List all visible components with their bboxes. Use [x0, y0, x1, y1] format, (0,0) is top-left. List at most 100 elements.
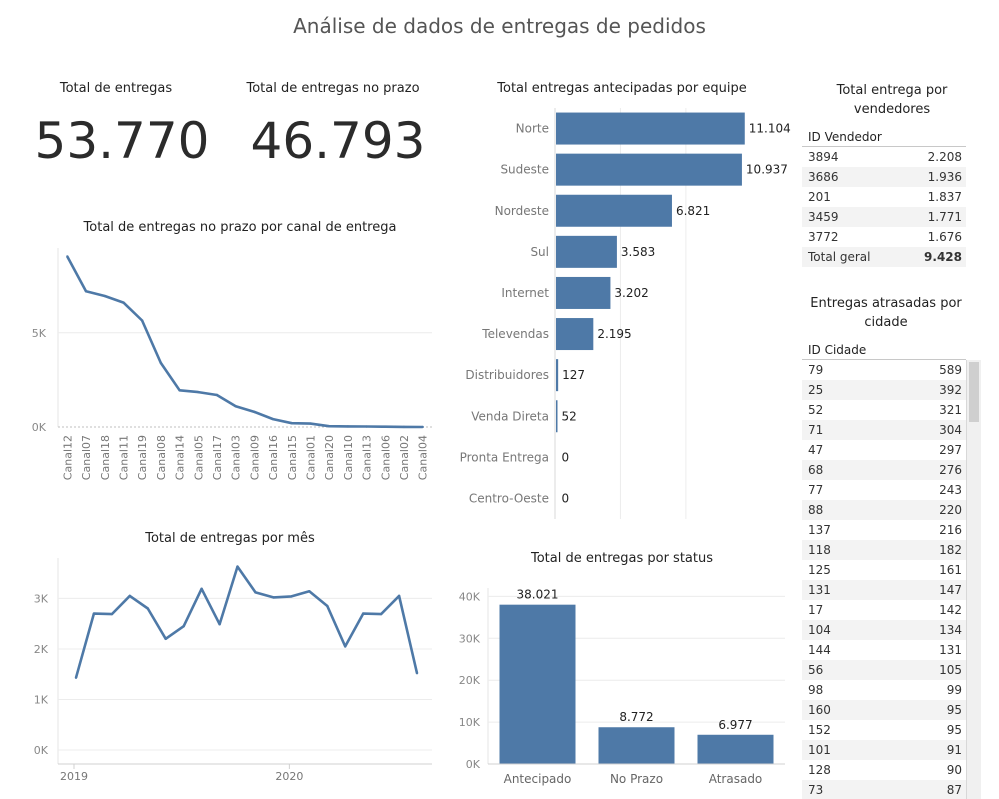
canal-point [346, 425, 350, 428]
cidades-value: 91 [946, 743, 962, 757]
kpi-total-entregas-label: Total de entregas [59, 81, 173, 96]
cidades-row: 52 321 [802, 400, 966, 420]
equipe-value-label: 127 [562, 368, 585, 382]
equipe-category-label: Televendas [481, 327, 549, 341]
canal-x-tick-label: Canal12 [61, 435, 74, 480]
mes-point [74, 676, 78, 679]
mes-y-tick-label: 0K [34, 744, 49, 757]
status-y-tick-label: 40K [459, 590, 481, 603]
mes-point [308, 590, 311, 593]
dashboard-title: Análise de dados de entregas de pedidos [293, 14, 706, 38]
chart-mes-svg: 0K 1K 2K 3K 2019 2020 [34, 558, 432, 783]
cidades-id: 25 [808, 383, 824, 397]
cidades-title-line2: cidade [864, 315, 908, 330]
equipe-bar [556, 318, 594, 351]
equipe-bar [556, 400, 558, 433]
mes-y-tick-label: 1K [34, 693, 49, 706]
equipe-bar [556, 359, 559, 392]
canal-point [159, 361, 163, 365]
cidades-value: 105 [939, 663, 962, 677]
cidades-rows: 79 589 25 392 52 321 71 304 47 297 68 276 77 243 88 220… [802, 360, 966, 799]
canal-x-tick-label: Canal20 [323, 435, 336, 480]
chart-canal-svg: 0K 5K Canal12 Canal07 Canal18 Canal11 Canal19 C… [32, 248, 432, 480]
cidades-row: 128 90 [802, 760, 966, 780]
vendedores-id: 3772 [808, 230, 839, 244]
mes-point [290, 595, 293, 598]
canal-point [309, 422, 312, 425]
equipe-category-label: Venda Direta [471, 409, 549, 423]
chart-mes-title: Total de entregas por mês [145, 531, 315, 546]
canal-point [271, 417, 275, 421]
mes-x-tick-label: 2019 [60, 770, 88, 783]
cidades-scroll-area[interactable]: 79 589 25 392 52 321 71 304 47 297 68 276 77 243 88 220… [802, 360, 966, 799]
equipe-value-label: 3.202 [614, 286, 648, 300]
vendedores-row: 3772 1.676 [802, 227, 966, 247]
cidades-row: 98 99 [802, 680, 966, 700]
cidades-id: 73 [808, 783, 824, 797]
canal-point [103, 294, 106, 298]
canal-point [421, 425, 424, 429]
cidades-value: 134 [939, 623, 962, 637]
equipe-value-label: 11.104 [749, 122, 791, 136]
vendedores-title-line1: Total entrega por [836, 83, 948, 98]
cidades-value: 131 [939, 643, 962, 657]
canal-point [402, 425, 406, 429]
cidades-scrollbar-thumb[interactable] [969, 362, 979, 422]
mes-point [200, 587, 203, 591]
canal-x-tick-label: Canal09 [248, 435, 261, 480]
vendedores-row: 201 1.837 [802, 187, 966, 207]
equipe-category-label: Centro-Oeste [469, 491, 549, 505]
canal-x-tick-label: Canal18 [99, 435, 112, 480]
cidades-value: 589 [939, 363, 962, 377]
cidades-value: 276 [939, 463, 962, 477]
vendedores-title: Total entrega por vendedores [802, 81, 982, 119]
cidades-value: 147 [939, 583, 962, 597]
cidades-id: 88 [808, 503, 824, 517]
chart-status-svg: 0K 10K 20K 30K 40K 38.021 Antecipado 8.772 No Pr… [459, 588, 785, 786]
vendedores-id: 3894 [808, 150, 839, 164]
equipe-category-label: Internet [501, 286, 549, 300]
canal-point [122, 301, 125, 304]
canal-point [253, 410, 256, 414]
equipe-value-label: 52 [562, 409, 577, 423]
mes-series-line [74, 565, 419, 679]
cidades-scrollbar[interactable] [966, 360, 981, 799]
canal-point [365, 425, 368, 428]
cidades-id: 68 [808, 463, 824, 477]
cidades-row: 118 182 [802, 540, 966, 560]
cidades-value: 95 [946, 703, 962, 717]
mes-y-tick-label: 2K [34, 643, 49, 656]
cidades-id: 71 [808, 423, 824, 437]
cidades-id: 128 [808, 763, 831, 777]
cidades-value: 321 [939, 403, 962, 417]
chart-equipe-svg: Norte 11.104 Sudeste 10.937 Nordeste 6.821 Sul… [460, 108, 791, 519]
vendedores-total-value: 9.428 [924, 250, 962, 264]
mes-point [128, 594, 132, 598]
cidades-id: 104 [808, 623, 831, 637]
canal-series-line [66, 255, 423, 429]
equipe-category-label: Sudeste [500, 163, 549, 177]
cidades-id: 98 [808, 683, 824, 697]
vendedores-header-divider [802, 146, 966, 147]
canal-point [215, 393, 219, 397]
cidades-row: 101 91 [802, 740, 966, 760]
cidades-value: 182 [939, 543, 962, 557]
cidades-id: 47 [808, 443, 824, 457]
canal-x-tick-label: Canal08 [155, 435, 168, 480]
equipe-value-label: 2.195 [597, 327, 631, 341]
equipe-bar [556, 276, 611, 309]
cidades-row: 160 95 [802, 700, 966, 720]
equipe-category-label: Distribuidores [465, 368, 549, 382]
chart-status-title: Total de entregas por status [530, 551, 714, 566]
cidades-title-line1: Entregas atrasadas por [810, 296, 962, 311]
vendedores-value: 1.936 [927, 170, 962, 184]
equipe-bar [556, 153, 742, 186]
equipe-category-label: Sul [530, 245, 549, 259]
cidades-row: 131 147 [802, 580, 966, 600]
cidades-id: 152 [808, 723, 831, 737]
cidades-value: 392 [939, 383, 962, 397]
cidades-id: 79 [808, 363, 824, 377]
vendedores-row: 3686 1.936 [802, 167, 966, 187]
mes-point [164, 637, 167, 641]
equipe-category-label: Norte [516, 122, 549, 136]
